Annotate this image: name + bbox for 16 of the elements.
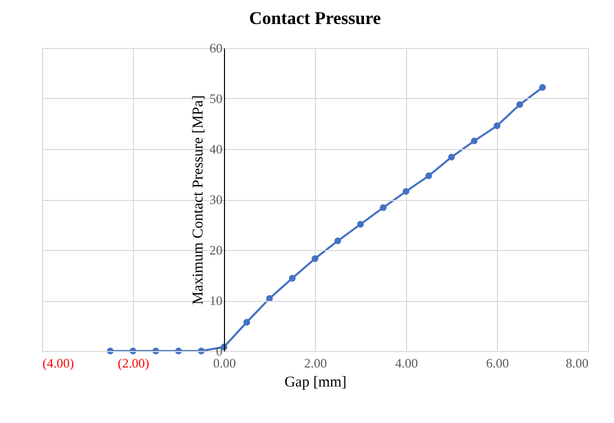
y-tick-label: 40 — [210, 142, 222, 156]
y-axis-title: Maximum Contact Pressure [MPa] — [190, 95, 206, 305]
x-tick-label: 0.00 — [213, 356, 236, 370]
x-tick-label: 8.00 — [566, 356, 588, 370]
x-tick-label: (2.00) — [118, 356, 150, 370]
y-tick-label: 60 — [210, 40, 222, 56]
y-tick-label: 20 — [210, 242, 222, 258]
x-tick-label: 2.00 — [304, 356, 327, 370]
chart-title: Contact Pressure — [249, 8, 381, 28]
x-tick-label: (4.00) — [42, 356, 74, 370]
x-tick-label: 4.00 — [395, 356, 418, 370]
y-tick-label: 30 — [210, 192, 222, 207]
x-axis-title: Gap [mm] — [284, 374, 347, 390]
y-tick-label: 10 — [210, 293, 222, 308]
y-tick-label: 50 — [210, 91, 222, 106]
x-tick-label: 6.00 — [486, 356, 509, 370]
